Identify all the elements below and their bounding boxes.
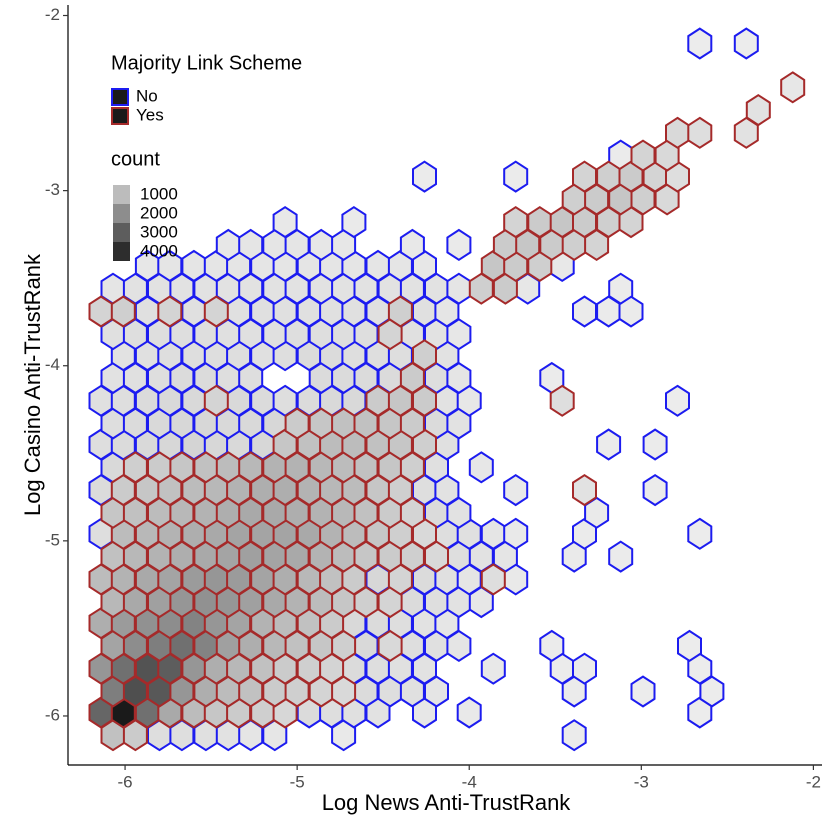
hex-bin: [456, 696, 482, 729]
hex-bin: [480, 652, 506, 685]
x-tick-label: -3: [634, 772, 649, 791]
hex-bin: [446, 272, 472, 305]
hex-bin: [608, 540, 634, 573]
legend-title: Majority Link Scheme: [111, 52, 302, 74]
hex-bin: [733, 27, 759, 60]
hex-bin: [446, 228, 472, 261]
legend-label: Yes: [136, 105, 164, 124]
hex-bin: [341, 206, 367, 239]
fill-key-label: 3000: [140, 222, 178, 241]
hex-bin: [215, 228, 241, 261]
y-tick-label: -5: [45, 530, 60, 549]
hex-bin: [238, 451, 264, 484]
x-axis-title: Log News Anti-TrustRank: [322, 790, 572, 815]
hex-bin: [88, 295, 114, 328]
hex-bin: [687, 27, 713, 60]
hex-bin: [687, 116, 713, 149]
hex-bin: [572, 295, 597, 328]
hex-bin: [157, 249, 183, 282]
hex-bin: [308, 228, 334, 261]
y-axis-title: Log Casino Anti-TrustRank: [20, 253, 45, 516]
hex-bin: [503, 160, 529, 193]
hex-bin: [468, 451, 494, 484]
hex-bin: [331, 407, 357, 440]
hex-bin: [157, 295, 183, 328]
fill-legend-title: count: [111, 148, 160, 170]
legend-key: [111, 88, 129, 106]
hex-bin: [539, 629, 565, 662]
x-tick-label: -2: [806, 772, 821, 791]
hex-bin: [665, 116, 690, 149]
hex-bin: [308, 407, 334, 440]
fill-key: [113, 185, 130, 204]
hex-bin: [630, 139, 656, 172]
hex-bin: [780, 71, 806, 104]
hex-bin: [572, 652, 597, 685]
hex-bin: [147, 451, 172, 484]
hex-bin: [503, 517, 529, 550]
hex-bin: [572, 474, 597, 507]
hex-bin: [665, 384, 690, 417]
hex-bin: [203, 384, 229, 417]
hex-bin: [549, 384, 575, 417]
y-tick-label: -2: [45, 5, 60, 24]
hex-bin: [527, 206, 553, 239]
y-tick-label: -6: [45, 705, 60, 724]
hex-bin: [642, 428, 668, 461]
hex-bin: [596, 428, 622, 461]
hex-bin: [687, 517, 713, 550]
legend-label: No: [136, 86, 158, 105]
hex-bin: [642, 474, 668, 507]
fill-key: [113, 223, 130, 242]
hex-bin: [572, 160, 597, 193]
fill-key: [113, 204, 130, 223]
hex-bin: [399, 228, 425, 261]
hex-layer: [88, 27, 806, 752]
legend-key: [111, 107, 129, 125]
hex-bin: [630, 675, 656, 708]
hex-bin: [480, 517, 506, 550]
hex-bin: [596, 160, 622, 193]
hex-bin: [181, 249, 207, 282]
hex-bin: [387, 295, 413, 328]
hex-bin: [608, 272, 634, 305]
hex-bin: [412, 339, 437, 372]
hex-bin: [365, 384, 391, 417]
hex-bin: [110, 295, 136, 328]
hex-bin: [272, 206, 298, 239]
y-tick-label: -4: [45, 355, 60, 374]
fill-key: [113, 242, 130, 261]
x-tick-label: -5: [290, 772, 305, 791]
hex-bin: [365, 249, 391, 282]
hex-bin: [215, 451, 241, 484]
fill-key-label: 4000: [140, 241, 178, 260]
hex-bin: [745, 94, 771, 127]
hex-bin: [503, 474, 529, 507]
fill-key-label: 1000: [140, 184, 178, 203]
hex-bin: [331, 228, 357, 261]
hex-bin: [677, 629, 702, 662]
hex-bin: [377, 629, 403, 662]
x-tick-label: -4: [462, 772, 477, 791]
y-tick-label: -3: [45, 180, 60, 199]
hex-bin: [238, 228, 264, 261]
x-tick-label: -6: [118, 772, 133, 791]
hex-bin: [169, 451, 195, 484]
hex-bin: [284, 407, 310, 440]
hex-bin: [122, 451, 148, 484]
hex-bin: [561, 719, 587, 752]
hex-bin: [412, 160, 437, 193]
fill-key-label: 2000: [140, 203, 178, 222]
hex-bin: [503, 206, 529, 239]
hex-bin: [561, 540, 587, 573]
hex-bin: [480, 563, 506, 596]
axes: -6 -5 -4 -3 -2 -6 -5 -4 -3 -2: [45, 5, 822, 791]
hex-bin: [193, 451, 219, 484]
hex-bin: [203, 295, 229, 328]
